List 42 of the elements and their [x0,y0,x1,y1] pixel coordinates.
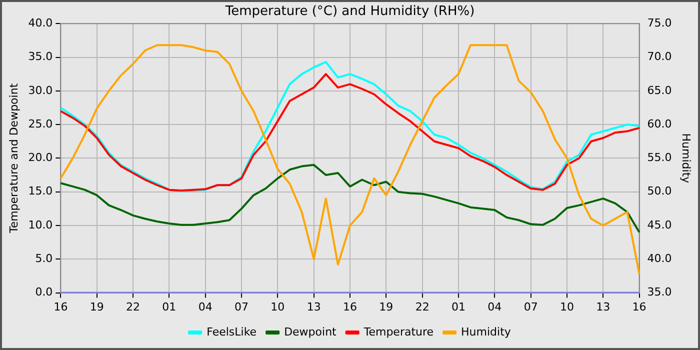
y-tick-label: 30.0 [28,84,53,97]
x-tick-label: 10 [270,300,285,314]
y-tick-label: 20.0 [28,151,53,164]
legend-label: Humidity [461,325,512,338]
y2-tick-label: 45.0 [647,218,672,232]
x-tick-label: 10 [560,300,574,314]
y-tick-label: 10.0 [28,218,53,232]
x-tick-label: 16 [632,300,646,314]
y2-tick-label: 65.0 [647,84,672,97]
x-tick-label: 04 [488,300,502,314]
x-tick-label: 16 [54,300,68,314]
x-tick-label: 07 [234,300,249,314]
y-tick-label: 0.0 [35,286,53,299]
x-tick-label: 22 [415,300,430,314]
y2-tick-label: 50.0 [647,184,672,198]
x-tick-label: 04 [198,300,212,314]
y-axis-title: Temperature and Dewpoint [7,82,20,234]
legend-label: Temperature [362,325,434,338]
legend-label: FeelsLike [206,325,257,338]
x-tick-label: 13 [306,300,321,314]
x-tick-label: 07 [524,300,538,314]
y-tick-label: 15.0 [28,184,53,198]
y2-tick-label: 70.0 [647,50,672,64]
x-tick-label: 01 [162,300,176,314]
x-tick-label: 19 [90,300,104,314]
y-tick-label: 35.0 [28,50,53,64]
x-tick-label: 22 [126,300,140,314]
legend-label: Dewpoint [284,325,338,338]
x-tick-label: 13 [596,300,610,314]
y2-tick-label: 35.0 [647,286,672,299]
y-tick-label: 40.0 [28,16,53,30]
chart-title: Temperature (°C) and Humidity (RH%) [224,4,475,20]
y2-tick-label: 40.0 [647,252,672,266]
y-tick-label: 25.0 [28,117,53,130]
x-tick-label: 01 [451,300,466,314]
y2-tick-label: 55.0 [647,151,672,164]
x-tick-label: 16 [343,300,357,314]
x-tick-label: 19 [379,300,394,314]
y2-tick-label: 60.0 [647,117,672,130]
y2-axis-title: Humidity [680,133,693,184]
y2-tick-label: 75.0 [647,16,672,30]
y-tick-label: 5.0 [35,252,53,266]
